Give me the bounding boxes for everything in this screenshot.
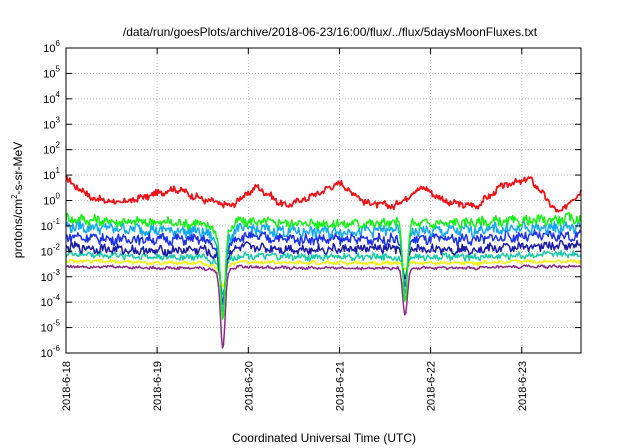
y-tick-label: 10-5 [41,319,61,335]
x-tick-label: 2018-6-22 [426,361,438,411]
grid-lines [66,48,581,353]
chart-title: /data/run/goesPlots/archive/2018-06-23/1… [123,25,538,39]
series-line-teal [65,249,582,296]
y-tick-label: 10-6 [41,344,61,360]
x-tick-label: 2018-6-19 [152,361,164,411]
x-tick-label: 2018-6-21 [334,361,346,411]
series-layer [65,175,582,349]
y-tick-label: 100 [43,192,60,208]
x-tick-label: 2018-6-20 [243,361,255,411]
series-line-purple [65,264,582,349]
y-tick-label: 10-4 [41,293,61,309]
series-line-yellow [65,258,582,288]
x-axis-label: Coordinated Universal Time (UTC) [232,431,416,445]
x-axis: 2018-6-18 2018-6-19 2018-6-20 2018-6-21 2018… [61,48,529,411]
series-line-red [65,175,582,213]
series-line-blue [65,229,582,305]
plot-frame [65,47,582,354]
y-tick-label: 10-2 [41,242,61,258]
x-tick-label: 2018-6-18 [61,361,73,411]
y-tick-label: 10-3 [41,268,61,284]
y-tick-label: 101 [43,166,60,182]
y-axis-label: protons/cm2-s-sr-MeV [10,142,25,258]
y-tick-label: 10-1 [41,217,61,233]
y-axis: 10-6 10-5 10-4 10-3 10-2 10-1 100 101 102 103 104 1… [41,39,581,360]
series-line-cyan [65,219,582,313]
y-tick-label: 104 [43,90,60,106]
y-tick-label: 103 [43,115,60,131]
y-tick-label: 105 [43,64,60,80]
y-tick-label: 106 [43,39,60,55]
series-line-green [65,212,582,320]
series-line-darkblue [65,239,582,303]
y-tick-label: 102 [43,141,60,157]
x-tick-label: 2018-6-23 [517,361,529,411]
